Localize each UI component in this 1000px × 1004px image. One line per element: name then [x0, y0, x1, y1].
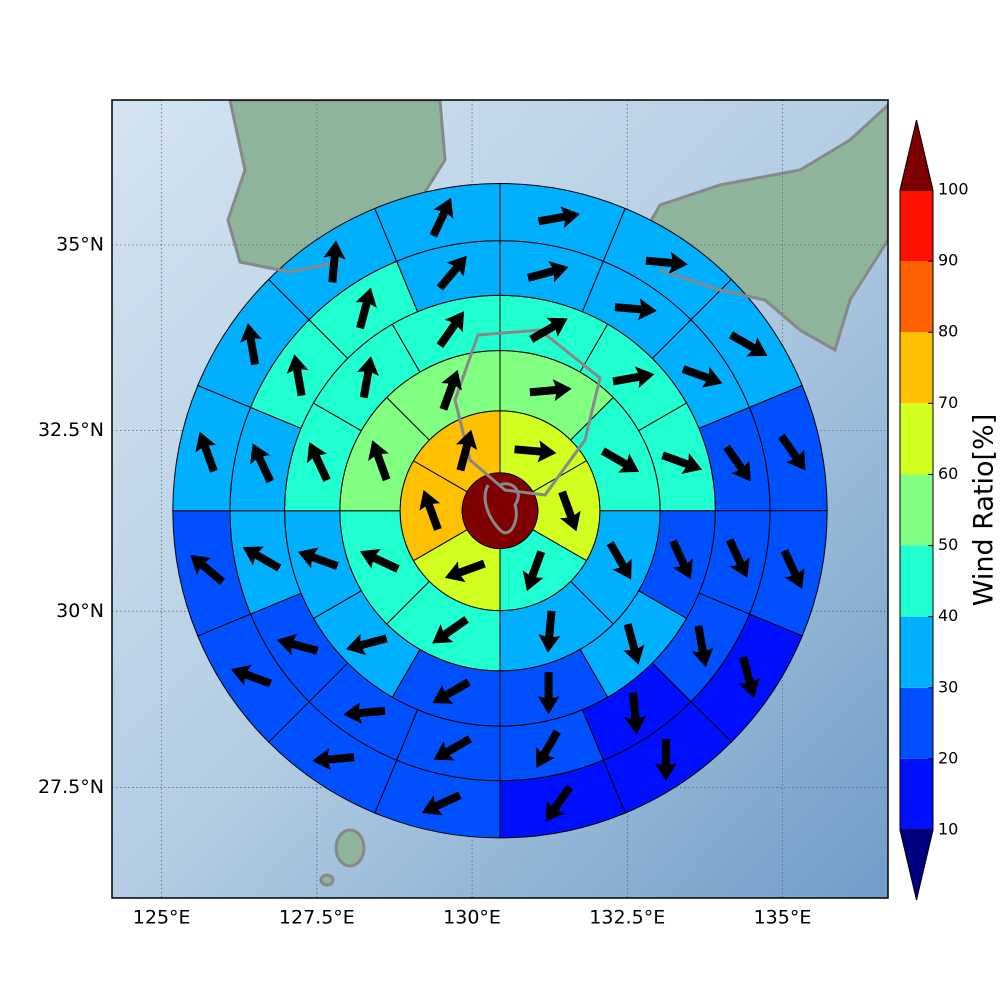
- wind-arrow: [529, 379, 572, 402]
- wind-arrow: [432, 678, 471, 704]
- arrows: [190, 197, 806, 822]
- colorbar-tick-label: 80: [938, 322, 958, 341]
- wind-arrow: [250, 443, 275, 484]
- axes: 125°E 127.5°E 130°E 132.5°E 135°E 27.5°N 30°N 3…: [38, 233, 811, 928]
- wind-arrow: [345, 633, 388, 656]
- wind-arrow: [606, 541, 632, 580]
- colorbar-label: Wind Ratio[%]: [969, 414, 1000, 606]
- wind-arrow: [419, 490, 442, 531]
- y-tick-label: 35°N: [56, 233, 104, 255]
- wind-arrow: [529, 317, 568, 343]
- colorbar: 10 20 30 40 50 60 70 80 90 100: [899, 119, 969, 901]
- wind-arrow: [514, 440, 557, 463]
- y-tick-label: 32.5°N: [38, 419, 104, 441]
- colorbar-segment: [900, 403, 933, 475]
- colorbar-under: [899, 829, 934, 901]
- colorbar-segment: [900, 474, 933, 546]
- wind-arrow: [558, 490, 581, 532]
- colorbar-tick-label: 100: [938, 180, 969, 199]
- wind-arrow: [312, 748, 355, 771]
- wind-arrow: [522, 550, 546, 592]
- wind-arrow: [612, 366, 655, 389]
- x-tick-label: 130°E: [443, 907, 501, 929]
- colorbar-frame: [899, 189, 934, 831]
- colorbar-tick-label: 20: [938, 748, 958, 767]
- wind-arrow: [538, 610, 561, 653]
- colorbar-over: [899, 119, 934, 191]
- wind-arrow: [624, 692, 647, 735]
- wind-arrow: [436, 311, 465, 349]
- wind-arrow: [527, 260, 569, 283]
- colorbar-tick-label: 90: [938, 251, 958, 270]
- wind-arrow: [343, 701, 386, 724]
- wind-arrow: [681, 365, 723, 388]
- colorbar-segment: [900, 758, 933, 830]
- coastline: [239, 260, 836, 534]
- wind-arrow: [780, 549, 805, 589]
- colorbar-segment: [900, 616, 933, 688]
- wind-arrow: [444, 559, 486, 583]
- wind-arrow: [545, 784, 574, 822]
- wind-arrow: [439, 369, 462, 411]
- wind-arrow: [421, 791, 462, 816]
- wind-arrow: [231, 664, 272, 688]
- x-tick-label: 132.5°E: [589, 907, 665, 929]
- wind-arrow: [432, 616, 469, 644]
- colorbar-segment: [900, 332, 933, 404]
- wind-arrow: [429, 197, 454, 238]
- wind-arrow: [654, 739, 677, 782]
- colorbar-tick-label: 60: [938, 464, 958, 483]
- wind-arrow: [728, 331, 768, 357]
- plot-frame: [111, 99, 889, 899]
- wind-arrow: [725, 538, 750, 579]
- wind-arrow: [240, 323, 262, 366]
- wind-arrow: [355, 287, 377, 330]
- wind-arrow: [623, 623, 645, 665]
- wind-arrow: [297, 547, 339, 570]
- colorbar-tick-label: 30: [938, 677, 958, 696]
- wind-arrow: [368, 440, 391, 482]
- wind-arrow: [535, 729, 561, 768]
- wind-arrow: [691, 625, 714, 668]
- colorbar-segment: [900, 687, 933, 759]
- wind-arrow: [276, 633, 319, 656]
- colorbar-segment: [900, 261, 933, 333]
- wind-arrow: [723, 444, 751, 482]
- wind-arrow: [323, 240, 346, 283]
- wind-arrow: [359, 548, 400, 573]
- wind-arrow: [357, 356, 379, 399]
- wind-arrow: [645, 251, 688, 274]
- wind-arrow: [600, 447, 640, 473]
- x-tick-label: 125°E: [133, 907, 191, 929]
- wind-arrow: [286, 354, 309, 397]
- colorbar-tick-label: 50: [938, 535, 958, 554]
- wind-arrow: [190, 554, 226, 585]
- wind-arrow: [614, 298, 657, 321]
- colorbar-tick-label: 10: [938, 820, 958, 839]
- y-tick-label: 27.5°N: [38, 776, 104, 798]
- wind-arrow: [778, 433, 806, 471]
- colorbar-segment: [900, 190, 933, 262]
- wind-arrow: [661, 451, 703, 474]
- wind-arrow: [738, 656, 760, 698]
- wind-arrow: [537, 206, 580, 228]
- sectors: [172, 183, 828, 839]
- colorbar-tick-label: 40: [938, 606, 958, 625]
- wind-arrow: [436, 255, 467, 291]
- colorbar-segment: [900, 545, 933, 617]
- wind-arrow: [537, 672, 560, 715]
- colorbar-tick-label: 70: [938, 393, 958, 412]
- wind-arrow: [195, 431, 218, 473]
- wind-arrow: [242, 546, 282, 572]
- x-tick-label: 127.5°E: [279, 907, 355, 929]
- wind-arrow: [433, 735, 472, 761]
- x-tick-label: 135°E: [754, 907, 812, 929]
- wind-arrow: [306, 442, 331, 482]
- wind-arrow: [455, 429, 478, 472]
- wind-arrow: [669, 539, 694, 580]
- y-tick-label: 30°N: [56, 600, 104, 622]
